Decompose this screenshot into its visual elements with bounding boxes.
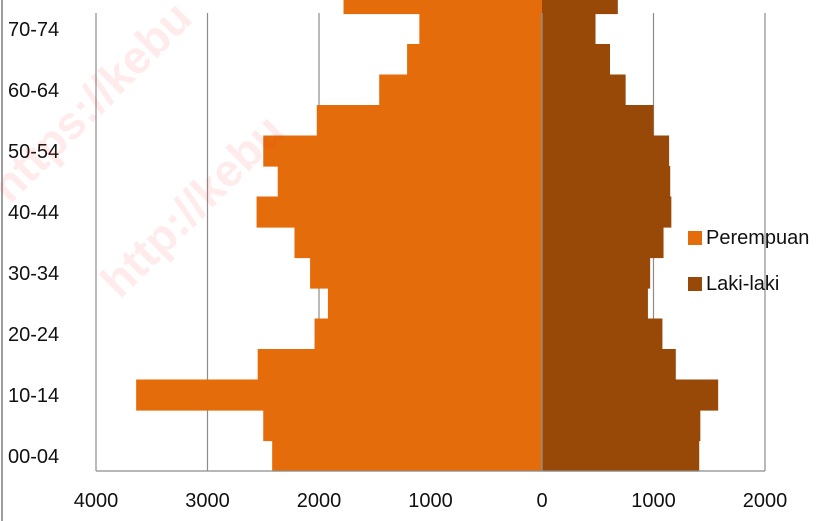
y-tick-label-60-64: 60-64	[8, 80, 59, 102]
bar-perempuan-75+	[343, 0, 542, 15]
bar-laki-laki-15-19	[542, 349, 676, 381]
bar-perempuan-10-14	[136, 379, 542, 411]
bar-perempuan-55-59	[316, 105, 542, 137]
x-tick-label-2: 2000	[297, 490, 342, 512]
y-tick-label-00-04: 00-04	[8, 446, 59, 468]
bar-perempuan-45-49	[277, 166, 542, 198]
bar-laki-laki-00-04	[542, 440, 700, 472]
bar-laki-laki-75+	[542, 0, 618, 15]
y-tick-label-50-54: 50-54	[8, 141, 59, 163]
y-tick-label-10-14: 10-14	[8, 385, 59, 407]
bar-laki-laki-60-64	[542, 74, 626, 106]
bar-laki-laki-40-44	[542, 196, 672, 228]
x-tick-label-4: 0	[536, 490, 547, 512]
bar-laki-laki-05-09	[542, 410, 701, 442]
bar-laki-laki-65-69	[542, 44, 611, 76]
bar-laki-laki-10-14	[542, 379, 719, 411]
y-tick-label-30-34: 30-34	[8, 263, 59, 285]
bar-perempuan-20-24	[314, 318, 542, 350]
bar-laki-laki-20-24	[542, 318, 663, 350]
bar-perempuan-00-04	[272, 440, 542, 472]
bar-laki-laki-30-34	[542, 257, 651, 289]
bar-perempuan-25-29	[327, 288, 542, 320]
bar-perempuan-60-64	[379, 74, 542, 106]
bar-perempuan-70-74	[419, 13, 542, 45]
bar-laki-laki-45-49	[542, 166, 671, 198]
bar-perempuan-05-09	[263, 410, 542, 442]
y-tick-label-40-44: 40-44	[8, 202, 59, 224]
legend-swatch-1	[688, 277, 702, 291]
y-tick-label-70-74: 70-74	[8, 19, 59, 41]
bar-perempuan-65-69	[407, 44, 542, 76]
bar-perempuan-35-39	[294, 227, 542, 259]
legend-label-1: Laki-laki	[706, 273, 779, 295]
bar-laki-laki-55-59	[542, 105, 654, 137]
bar-perempuan-30-34	[310, 257, 542, 289]
axes-group	[1, 0, 765, 521]
legend-label-0: Perempuan	[706, 227, 809, 249]
legend-swatch-0	[688, 231, 702, 245]
x-tick-label-3: 1000	[408, 490, 453, 512]
x-tick-label-1: 3000	[185, 490, 230, 512]
bar-perempuan-50-54	[263, 135, 542, 167]
bar-laki-laki-50-54	[542, 135, 670, 167]
y-tick-label-20-24: 20-24	[8, 324, 59, 346]
bar-perempuan-40-44	[256, 196, 542, 228]
bars-group	[136, 0, 719, 472]
x-tick-label-5: 1000	[631, 490, 676, 512]
bar-perempuan-15-19	[257, 349, 542, 381]
y-tick-labels: 00-04 10-14 20-24 30-34 40-44 50-54 60-64 70-74	[8, 19, 59, 468]
x-tick-label-6: 2000	[743, 490, 788, 512]
legend: Perempuan Laki-laki	[688, 227, 809, 295]
x-tick-label-0: 4000	[74, 490, 119, 512]
x-tick-labels: 4000 3000 2000 1000 0 1000 2000	[74, 490, 788, 512]
bar-laki-laki-25-29	[542, 288, 648, 320]
bar-laki-laki-70-74	[542, 13, 596, 45]
bar-laki-laki-35-39	[542, 227, 664, 259]
